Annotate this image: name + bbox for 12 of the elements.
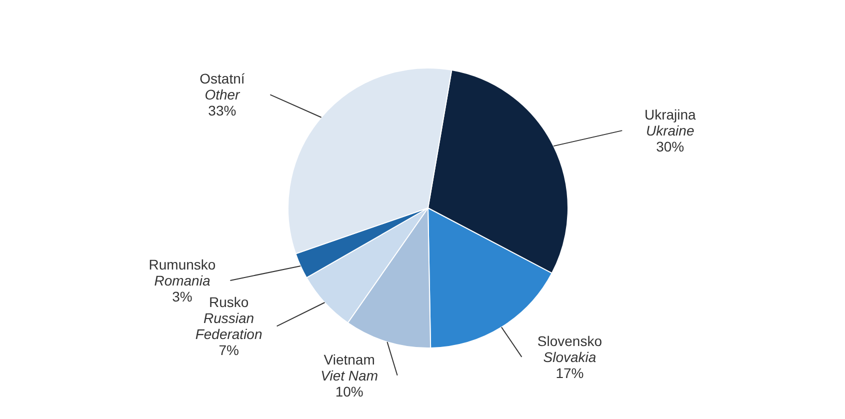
slice-label: Rumunsko Romania	[148, 256, 216, 288]
data-label: 17%	[556, 364, 584, 381]
slice-label: Slovensko Slovakia	[537, 332, 602, 365]
data-label: 7%	[218, 342, 239, 358]
data-label: 30%	[656, 138, 684, 155]
data-label: 33%	[208, 102, 236, 119]
data-label: 10%	[335, 383, 364, 400]
slice-label: Vietnam Viet Nam	[320, 351, 378, 384]
data-label: 3%	[172, 288, 192, 304]
slice-label: Rusko Russian Federation	[195, 294, 262, 342]
slice-label: Ukrajina Ukraine	[644, 106, 696, 139]
slice-label: Ostatní Other	[200, 70, 245, 103]
